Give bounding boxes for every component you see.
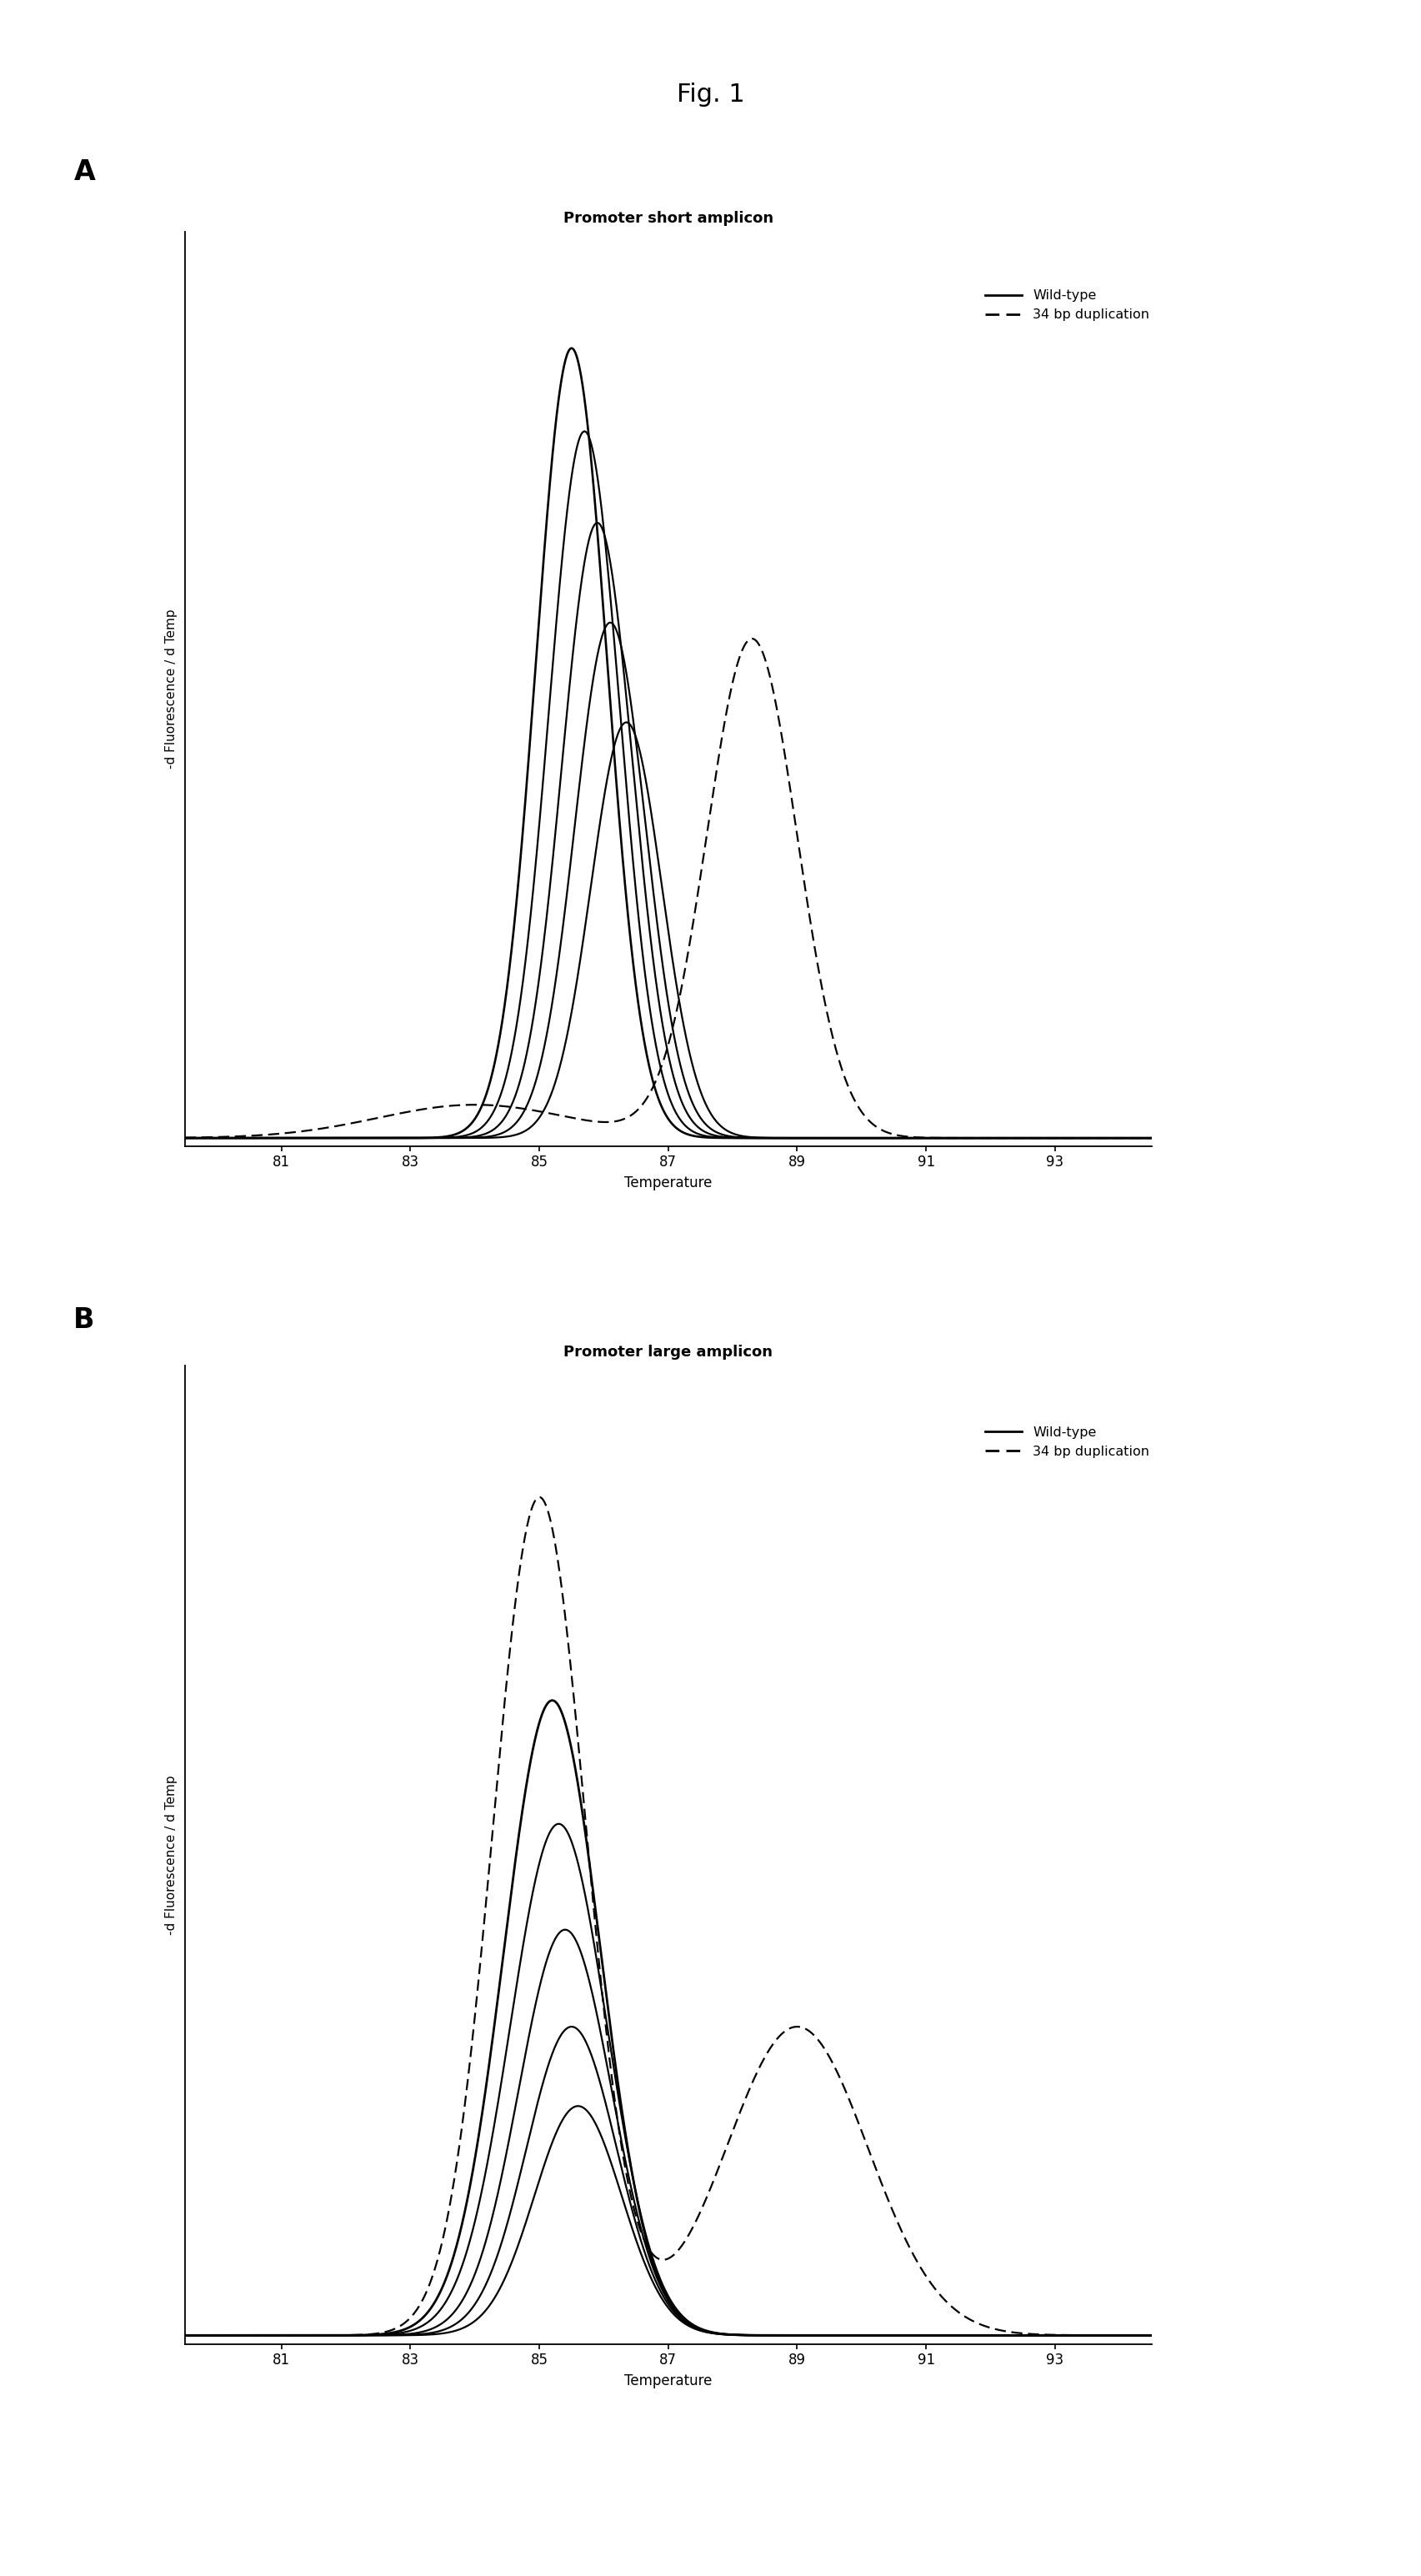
Y-axis label: -d Fluorescence / d Temp: -d Fluorescence / d Temp (165, 1775, 178, 1935)
Text: B: B (74, 1306, 95, 1334)
Legend: Wild-type, 34 bp duplication: Wild-type, 34 bp duplication (979, 1422, 1154, 1463)
Title: Promoter large amplicon: Promoter large amplicon (563, 1345, 773, 1360)
Text: Fig. 1: Fig. 1 (676, 82, 745, 106)
X-axis label: Temperature: Temperature (624, 2372, 712, 2388)
Legend: Wild-type, 34 bp duplication: Wild-type, 34 bp duplication (979, 283, 1154, 327)
Text: A: A (74, 160, 95, 185)
Title: Promoter short amplicon: Promoter short amplicon (563, 211, 773, 227)
X-axis label: Temperature: Temperature (624, 1175, 712, 1190)
Y-axis label: -d Fluorescence / d Temp: -d Fluorescence / d Temp (165, 608, 178, 770)
